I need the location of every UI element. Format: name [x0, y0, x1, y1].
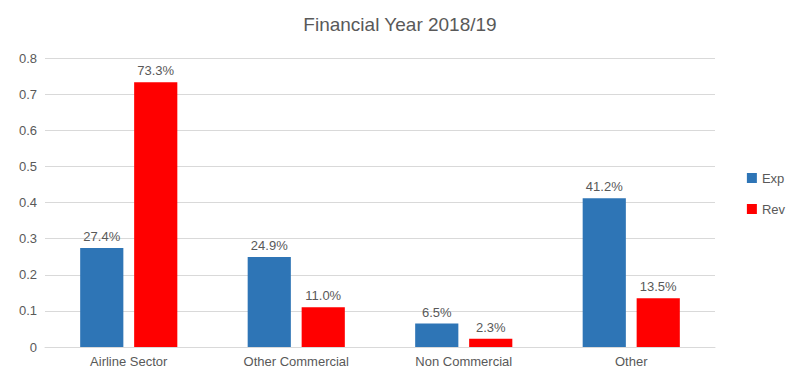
svg-text:Airline Sector: Airline Sector — [90, 354, 168, 369]
svg-text:11.0%: 11.0% — [305, 288, 341, 303]
svg-text:0.6: 0.6 — [19, 123, 37, 138]
svg-text:0.7: 0.7 — [19, 87, 37, 102]
svg-text:Other Commercial: Other Commercial — [244, 354, 350, 369]
svg-text:2.3%: 2.3% — [476, 320, 506, 335]
svg-text:Rev: Rev — [762, 202, 786, 217]
svg-text:13.5%: 13.5% — [640, 279, 677, 294]
svg-text:0.5: 0.5 — [19, 159, 37, 174]
svg-text:Other: Other — [615, 354, 648, 369]
svg-text:Non Commercial: Non Commercial — [415, 354, 512, 369]
svg-text:0.3: 0.3 — [19, 231, 37, 246]
svg-text:6.5%: 6.5% — [422, 305, 452, 320]
svg-text:Exp: Exp — [762, 171, 784, 186]
svg-text:0.4: 0.4 — [19, 195, 37, 210]
svg-text:0.8: 0.8 — [19, 51, 37, 66]
svg-text:27.4%: 27.4% — [83, 229, 120, 244]
svg-text:0.2: 0.2 — [19, 267, 37, 282]
svg-text:73.3%: 73.3% — [137, 63, 174, 78]
svg-text:0: 0 — [30, 340, 37, 355]
svg-text:Financial Year 2018/19: Financial Year 2018/19 — [303, 14, 496, 35]
svg-text:41.2%: 41.2% — [586, 179, 623, 194]
svg-text:24.9%: 24.9% — [251, 238, 288, 253]
svg-text:0.1: 0.1 — [19, 303, 37, 318]
